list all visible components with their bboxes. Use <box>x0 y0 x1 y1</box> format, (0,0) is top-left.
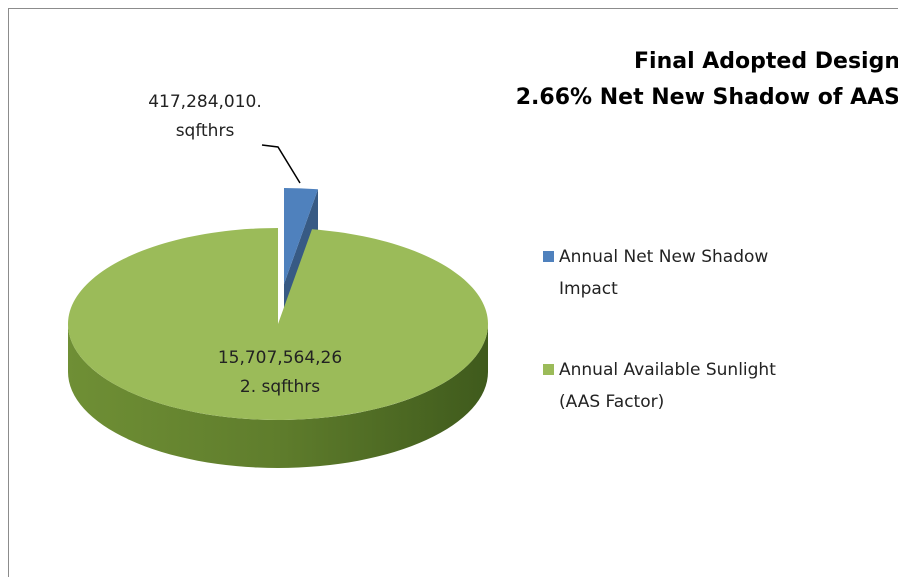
data-label: 417,284,010. sqfthrs <box>148 92 262 141</box>
data-label: 15,707,564,26 2. sqfthrs <box>218 348 342 397</box>
chart-subtitle: 2.66% Net New Shadow of AAS <box>516 85 898 110</box>
legend-swatch <box>543 251 554 262</box>
legend-label: Annual Available Sunlight (AAS Factor) <box>559 360 776 412</box>
chart-title: Final Adopted Design <box>634 49 898 74</box>
leader-line <box>261 144 301 184</box>
pie-side <box>68 324 488 468</box>
legend-swatch <box>543 364 554 375</box>
pie-slice <box>284 188 318 284</box>
legend-label: Annual Net New Shadow Impact <box>559 247 768 299</box>
pie-slice <box>67 228 488 421</box>
